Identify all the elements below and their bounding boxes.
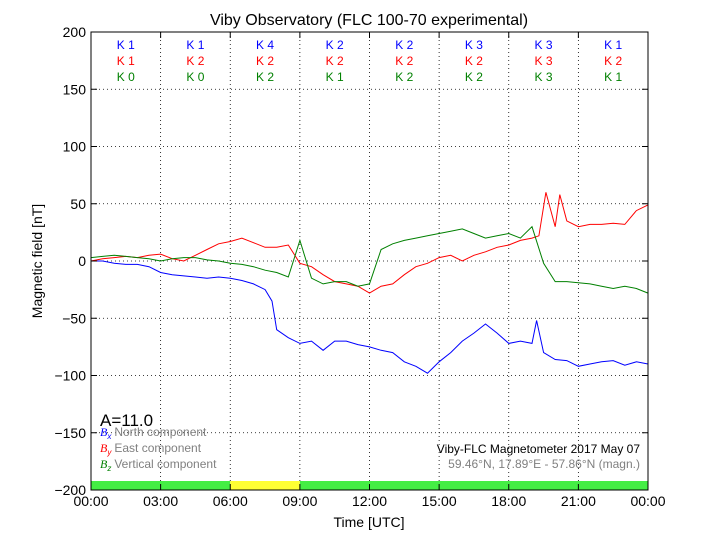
y-tick-label: 200 (63, 24, 87, 40)
x-tick-label: 21:00 (561, 493, 596, 509)
y-tick-label: 100 (63, 139, 87, 155)
y-tick-label: −100 (54, 368, 86, 384)
k-index-label: K 1 (604, 38, 622, 52)
legend-label: East component (114, 441, 201, 455)
series-line (91, 260, 649, 374)
legend-symbol: B (100, 441, 108, 455)
k-index-label: K 2 (256, 54, 274, 68)
k-index-label: K 2 (465, 54, 483, 68)
y-tick-label: −50 (62, 310, 86, 326)
k-index-label: K 2 (326, 38, 344, 52)
x-tick-label: 00:00 (73, 493, 108, 509)
k-index-label: K 3 (535, 38, 553, 52)
status-bar-segment (230, 481, 300, 490)
legend-entry: Bz Vertical component (100, 457, 217, 473)
y-tick-label: 50 (70, 196, 86, 212)
k-index-label: K 2 (256, 70, 274, 84)
k-index-label: K 1 (117, 38, 135, 52)
x-tick-label: 06:00 (213, 493, 248, 509)
x-tick-label: 18:00 (491, 493, 526, 509)
x-axis-label: Time [UTC] (333, 514, 404, 530)
k-index-label: K 3 (535, 54, 553, 68)
status-bar-segment (299, 481, 648, 490)
x-tick-label: 09:00 (282, 493, 317, 509)
y-tick-label: 150 (63, 81, 87, 97)
legend-entry: By East component (100, 441, 202, 457)
k-index-label: K 2 (186, 54, 204, 68)
y-tick-label: −150 (54, 425, 86, 441)
x-tick-label: 15:00 (422, 493, 457, 509)
k-index-label: K 1 (117, 54, 135, 68)
k-index-label: K 2 (604, 54, 622, 68)
y-tick-label: 0 (78, 253, 86, 269)
info-line-1: Viby-FLC Magnetometer 2017 May 07 (437, 442, 641, 456)
legend-symbol: B (100, 425, 108, 439)
y-axis-label: Magnetic field [nT] (29, 204, 45, 318)
grid-lines (91, 32, 648, 490)
k-index-label: K 4 (256, 38, 274, 52)
k-index-label: K 3 (535, 70, 553, 84)
k-index-label: K 2 (395, 70, 413, 84)
axis-ticks: 00:00 03:00 06:00 09:00 12:00 15:00 18:00 21:00… (54, 24, 665, 509)
k-index-label: K 0 (186, 70, 204, 84)
k-index-label: K 2 (326, 54, 344, 68)
k-index-label: K 1 (326, 70, 344, 84)
legend-entry: Bx North component (100, 425, 207, 441)
y-tick-label: −200 (54, 482, 86, 498)
k-index-label: K 3 (465, 38, 483, 52)
k-index-label: K 2 (395, 54, 413, 68)
series-lines (90, 192, 649, 374)
info-line-2: 59.46°N, 17.89°E - 57.86°N (magn.) (448, 457, 640, 471)
series-line (90, 225, 649, 294)
k-index-table: K 1 K 1 K 4 K 2 K 2 K 3 K 3 K 1 K 1 K 2 K 2 K 2 K 2 K… (117, 38, 623, 84)
k-index-label: K 2 (395, 38, 413, 52)
x-tick-label: 00:00 (630, 493, 665, 509)
legend-subscript: z (106, 464, 111, 473)
legend-subscript: x (106, 432, 112, 441)
a-index: A=11.0 (100, 411, 153, 430)
legend-label: Vertical component (114, 457, 217, 471)
legend-subscript: y (106, 448, 112, 457)
x-tick-label: 12:00 (352, 493, 387, 509)
k-index-label: K 1 (186, 38, 204, 52)
k-index-label: K 0 (117, 70, 135, 84)
legend-symbol: B (100, 457, 108, 471)
k-index-label: K 1 (604, 70, 622, 84)
legend-label: North component (114, 425, 207, 439)
chart-title: Viby Observatory (FLC 100-70 experimenta… (210, 12, 528, 29)
x-tick-label: 03:00 (143, 493, 178, 509)
series-line (90, 192, 649, 294)
k-index-label: K 2 (465, 70, 483, 84)
